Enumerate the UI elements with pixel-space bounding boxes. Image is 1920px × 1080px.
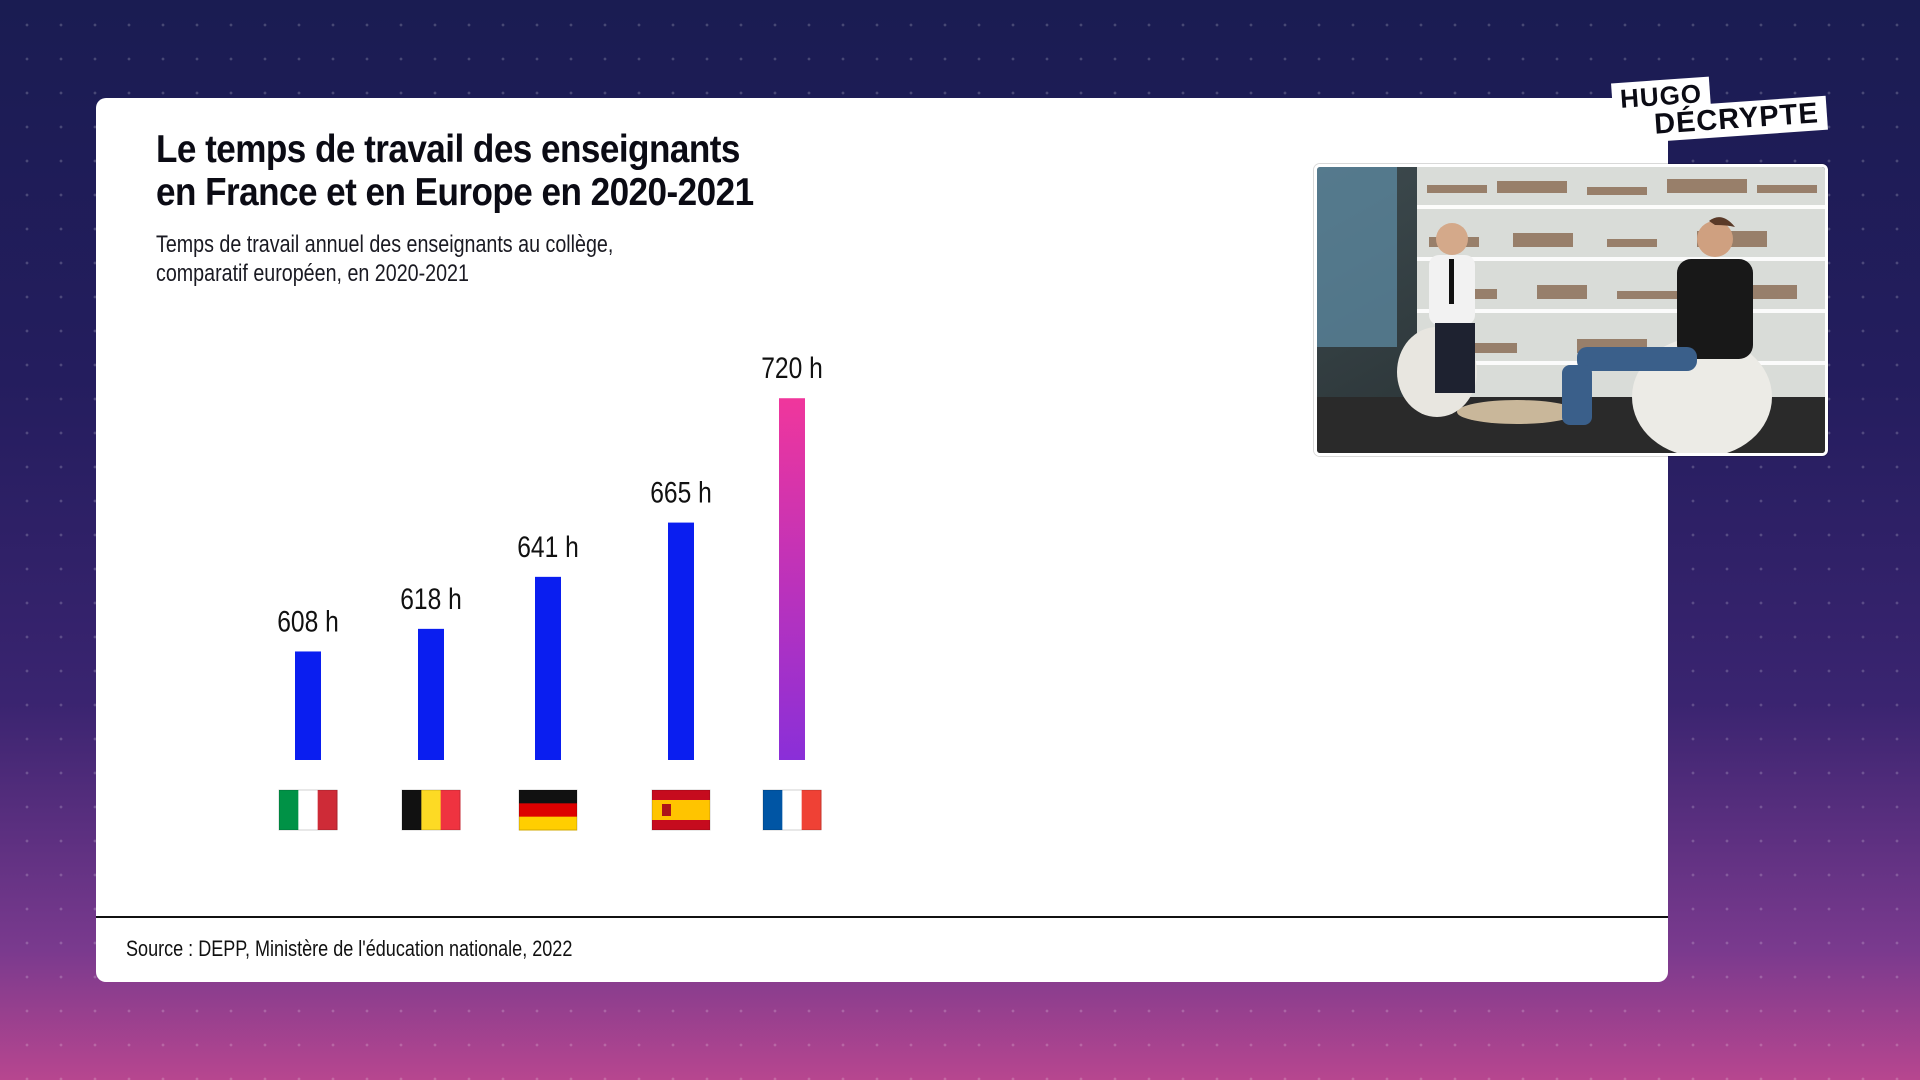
bar-chart: 608 h 618 h 641 h 665 h 720 h: [277, 351, 823, 831]
bars-layer: [295, 398, 805, 760]
flags-layer: [278, 789, 822, 831]
value-labels-layer: 608 h 618 h 641 h 665 h 720 h: [277, 351, 823, 638]
flag-germany-icon: [518, 789, 578, 831]
interview-video-frame: [1317, 167, 1825, 453]
flag-spain-icon: [651, 789, 711, 831]
flag-belgium-icon: [401, 789, 461, 831]
chart-title: Le temps de travail des enseignants en F…: [156, 128, 754, 214]
footer-divider: [96, 916, 1668, 918]
interview-video-inset: [1314, 164, 1828, 456]
bar-france: [779, 398, 805, 760]
bar-espagne: [668, 522, 694, 760]
hugo-decrypte-logo: HUGO DÉCRYPTE: [1610, 74, 1828, 144]
value-label-allemagne: 641 h: [517, 530, 579, 564]
chart-subtitle: Temps de travail annuel des enseignants …: [156, 231, 614, 287]
source-note: Source : DEPP, Ministère de l'éducation …: [126, 936, 573, 961]
bar-belgique: [418, 628, 444, 760]
flag-italy-icon: [278, 789, 338, 831]
value-label-france: 720 h: [761, 351, 823, 385]
value-label-belgique: 618 h: [400, 582, 462, 616]
value-label-italie: 608 h: [277, 604, 339, 638]
flag-france-icon: [762, 789, 822, 831]
bar-italie: [295, 651, 321, 760]
bar-allemagne: [535, 576, 561, 760]
value-label-espagne: 665 h: [650, 475, 712, 509]
